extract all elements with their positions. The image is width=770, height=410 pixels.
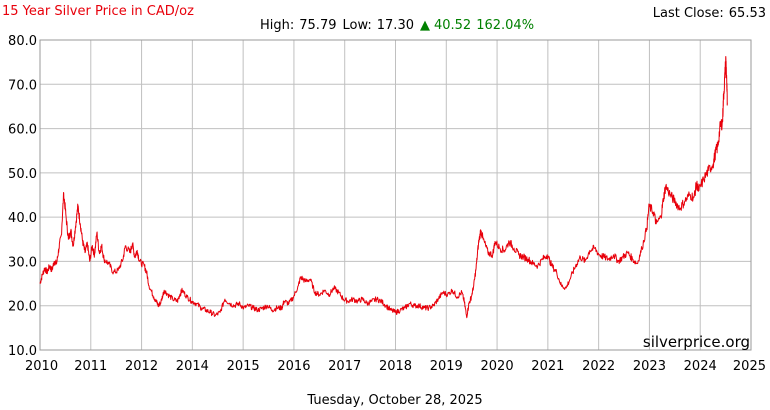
x-tick-label: 2010: [25, 359, 58, 374]
chart-title: 15 Year Silver Price in CAD/oz: [2, 4, 194, 19]
last-close-value: 65.53: [729, 6, 766, 21]
last-close-label: Last Close:: [653, 6, 724, 21]
x-tick-label: 2011: [74, 359, 107, 374]
source-watermark: silverprice.org: [643, 333, 750, 351]
last-close-text: Last Close: 65.53: [653, 6, 766, 21]
y-tick-label: 20.0: [8, 300, 37, 315]
x-tick-label: 2015: [227, 359, 260, 374]
series-group: [39, 56, 728, 319]
y-tick-label: 30.0: [8, 255, 37, 270]
y-tick-label: 40.0: [8, 211, 37, 226]
high-low-change-text: High: 75.79 Low: 17.30 ▲ 40.52 162.04%: [260, 18, 534, 33]
y-tick-label: 10.0: [8, 344, 37, 359]
change-arrow-icon: ▲: [420, 18, 430, 33]
x-axis-ticks: 2010 2011 2012 2014 2015 2016 2017 2018 2019 2020…: [25, 359, 766, 374]
x-tick-label: 2019: [430, 359, 463, 374]
x-tick-label: 2023: [633, 359, 666, 374]
x-tick-label: 2021: [531, 359, 564, 374]
x-tick-label: 2020: [481, 359, 514, 374]
y-tick-label: 60.0: [8, 123, 37, 138]
low-value: 17.30: [377, 18, 414, 33]
x-tick-label: 2012: [125, 359, 158, 374]
high-label: High:: [260, 18, 294, 33]
x-tick-label: 2014: [176, 359, 209, 374]
x-tick-label: 2025: [733, 359, 766, 374]
x-tick-label: 2022: [582, 359, 615, 374]
x-tick-label: 2024: [684, 359, 717, 374]
x-tick-label: 2018: [379, 359, 412, 374]
y-axis-ticks: 10.0 20.0 30.0 40.0 50.0 60.0 70.0 80.0: [8, 34, 37, 359]
high-value: 75.79: [299, 18, 336, 33]
chart-date: Tuesday, October 28, 2025: [306, 393, 482, 408]
y-tick-label: 50.0: [8, 167, 37, 182]
series-line-0: [39, 56, 728, 319]
low-label: Low:: [342, 18, 371, 33]
x-tick-label: 2017: [328, 359, 361, 374]
y-tick-label: 70.0: [8, 78, 37, 93]
x-tick-label: 2016: [277, 359, 310, 374]
y-tick-label: 80.0: [8, 34, 37, 49]
change-value: 40.52: [434, 18, 471, 33]
change-percent: 162.04%: [476, 18, 534, 33]
plot-area-border: [39, 39, 752, 351]
